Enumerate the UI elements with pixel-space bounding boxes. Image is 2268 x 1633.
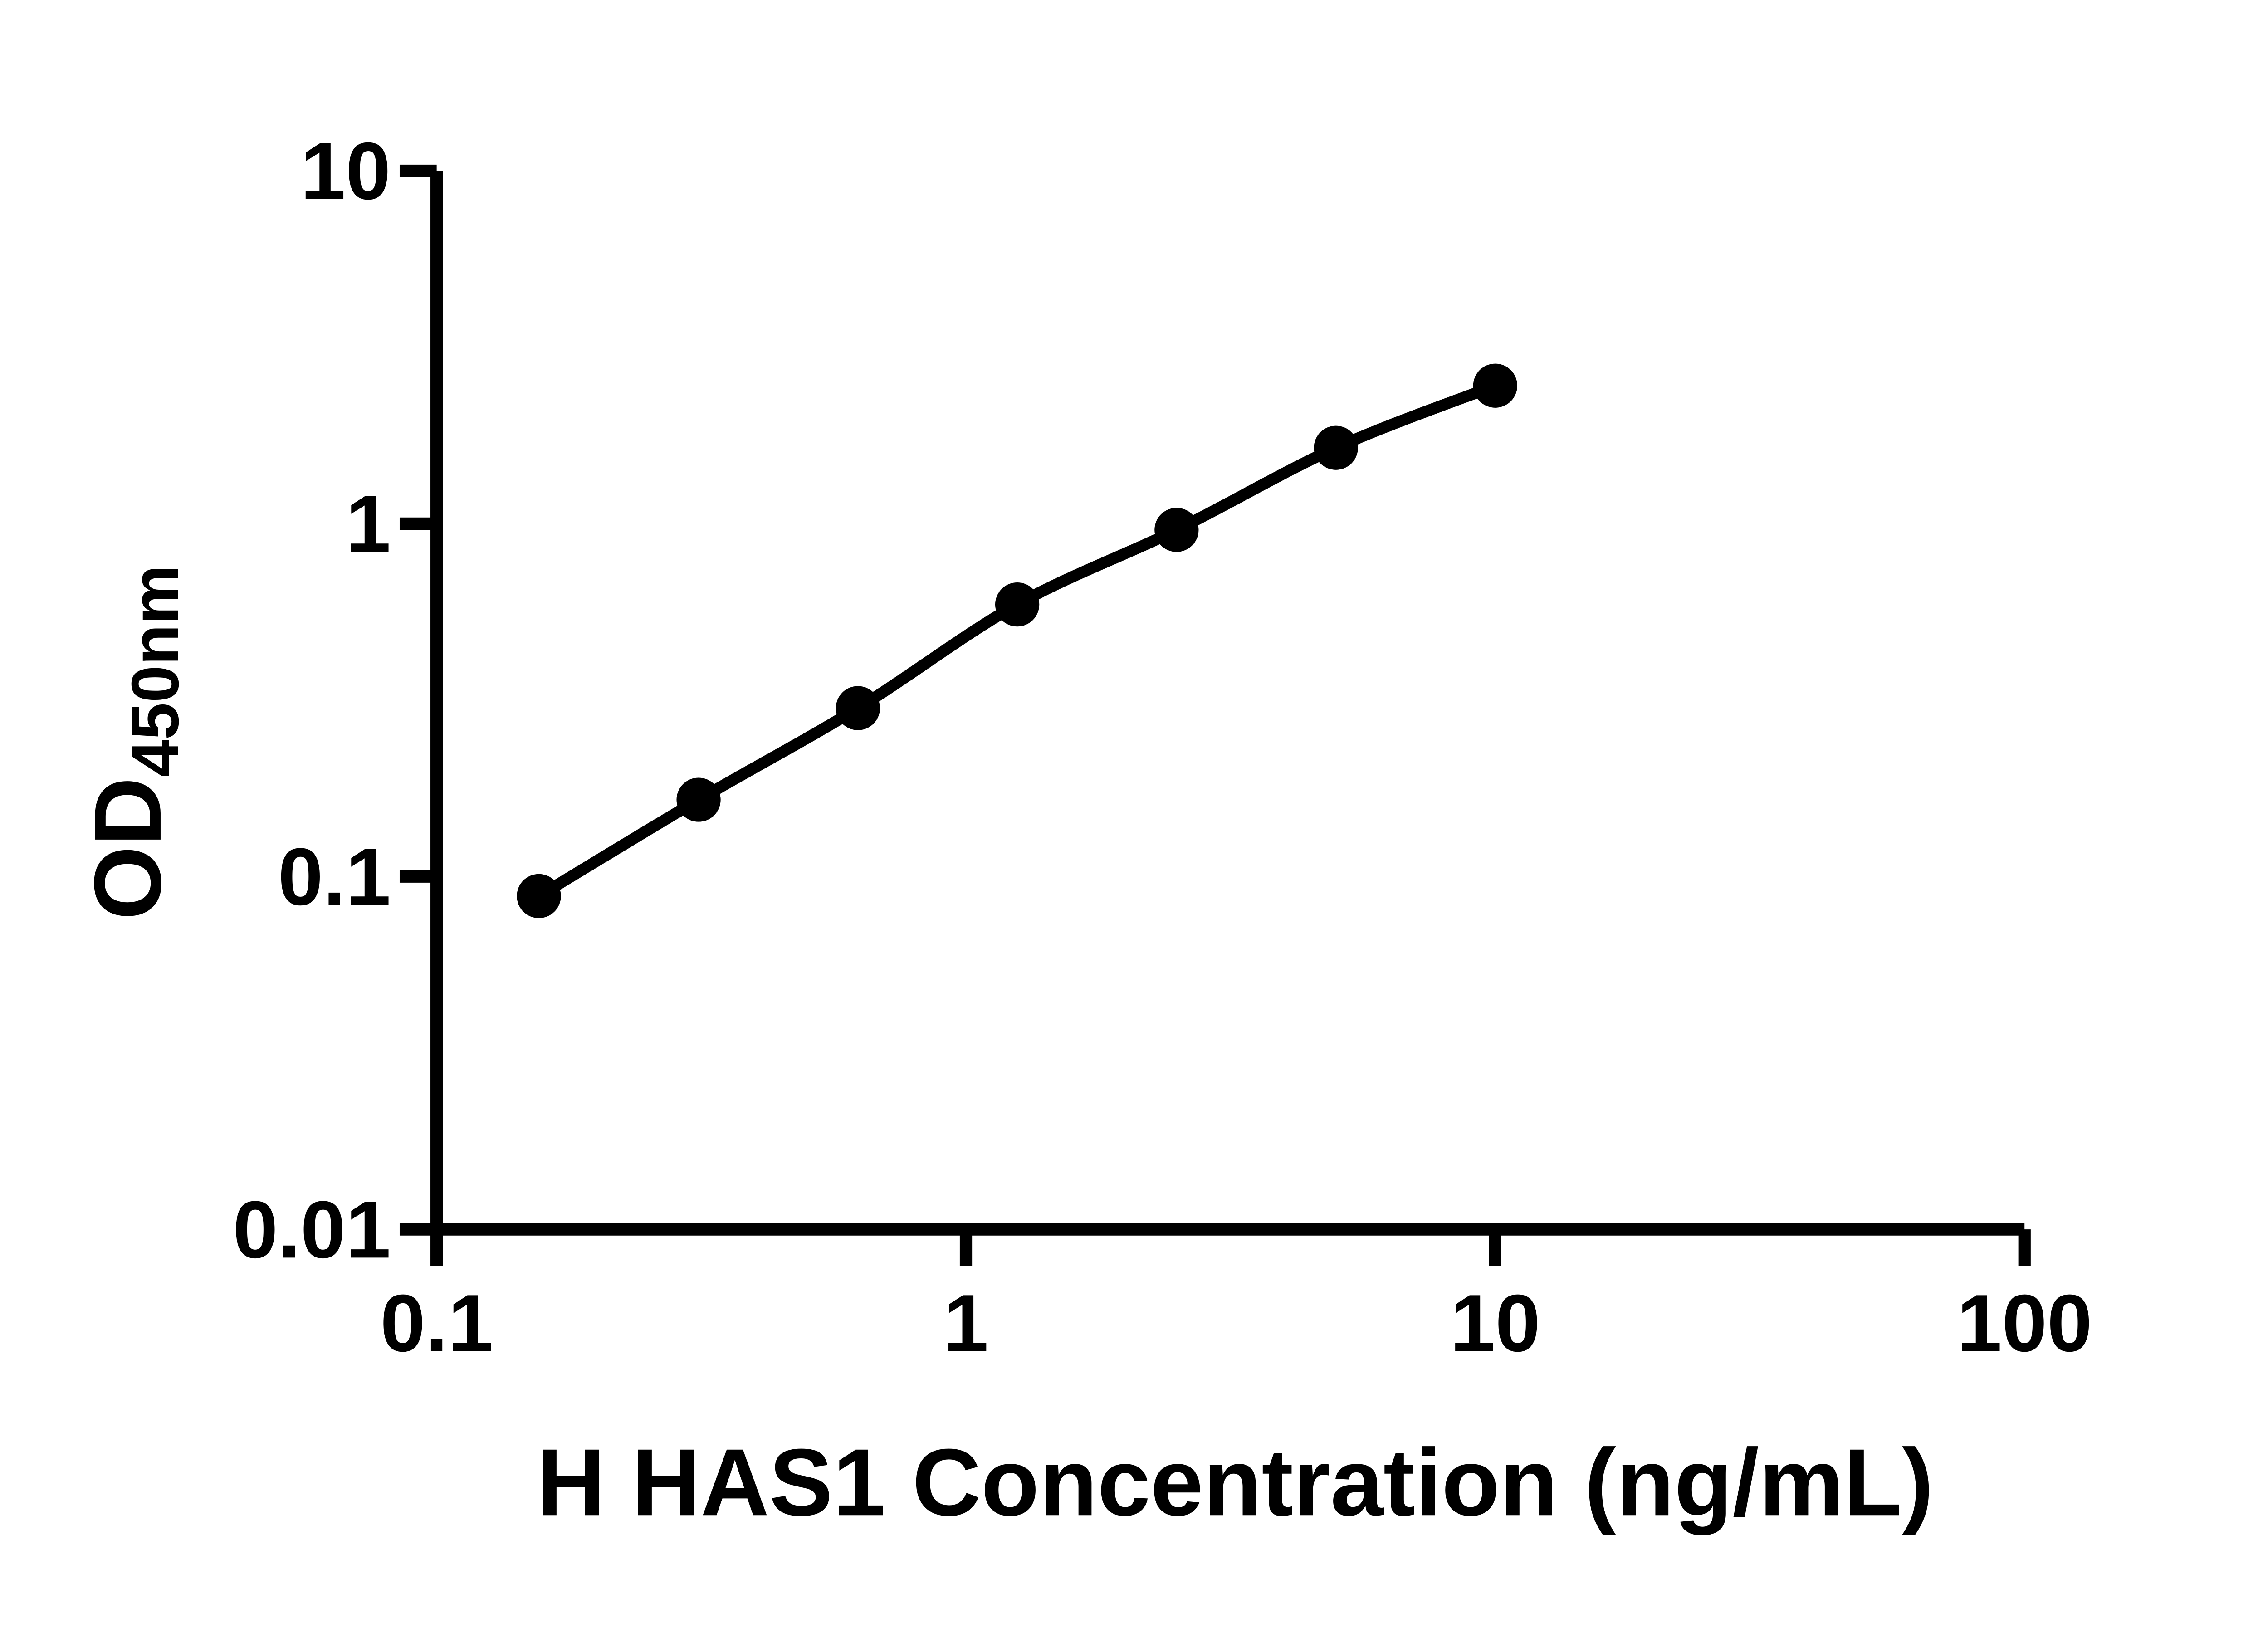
series-group: [517, 363, 1518, 919]
y-axis-tick-label: 0.1: [278, 831, 391, 922]
data-point-marker: [836, 686, 880, 730]
data-point-marker: [676, 777, 721, 822]
x-axis-title: H HAS1 Concentration (ng/mL): [537, 1429, 1934, 1535]
y-axis-title-subscript: 450nm: [118, 565, 193, 777]
data-point-marker: [995, 582, 1040, 627]
data-point-marker: [1314, 425, 1358, 470]
axis-lines: [430, 171, 2025, 1236]
y-axis-title-main: OD: [74, 777, 181, 920]
x-axis-tick-label: 100: [1957, 1278, 2092, 1369]
data-point-marker: [517, 874, 561, 919]
data-point-marker: [1154, 508, 1199, 552]
x-axis-tick-label: 10: [1450, 1278, 1540, 1369]
x-axis-tick-label: 1: [943, 1278, 989, 1369]
y-axis-title: OD450nm: [74, 565, 193, 920]
y-axis-tick-label: 10: [301, 126, 391, 216]
x-axis-tick-label: 0.1: [380, 1278, 493, 1369]
data-point-marker: [1473, 363, 1518, 408]
y-axis-tick-label: 0.01: [233, 1184, 391, 1275]
y-axis-tick-label: 1: [346, 479, 391, 569]
